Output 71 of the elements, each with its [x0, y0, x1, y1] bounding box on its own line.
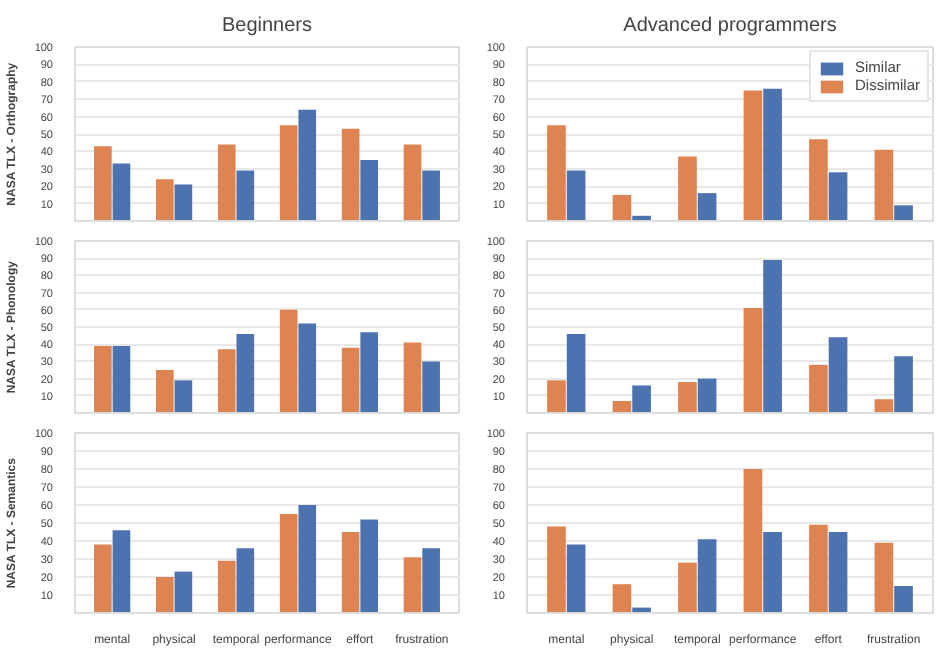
bar: [155, 370, 174, 413]
chart-title: Advanced programmers: [623, 15, 837, 37]
bar: [341, 128, 360, 221]
bar: [828, 172, 848, 221]
bar: [566, 544, 586, 613]
bar: [894, 205, 913, 221]
bar: [763, 88, 782, 221]
bar: [94, 345, 112, 413]
bar: [279, 125, 298, 221]
bar: [547, 380, 566, 413]
bar: [566, 170, 586, 221]
bar: [94, 544, 112, 613]
bar: [112, 345, 131, 413]
bar: [403, 144, 422, 221]
bar: [874, 399, 894, 413]
bar: [360, 160, 379, 221]
bar: [236, 548, 255, 613]
bar: [422, 548, 440, 613]
bar: [298, 109, 317, 221]
bar: [298, 505, 317, 613]
bar: [743, 308, 763, 413]
bar: [547, 526, 566, 613]
bar: [94, 146, 112, 221]
bar: [763, 532, 782, 613]
bar: [360, 519, 379, 613]
bar: [828, 532, 848, 613]
bar: [422, 170, 440, 221]
bar: [279, 514, 298, 613]
bar: [697, 539, 717, 613]
bar: [697, 378, 717, 413]
bar: [112, 530, 131, 613]
bar: [809, 364, 828, 413]
bar: [612, 584, 632, 613]
bar: [360, 332, 379, 413]
bar: [174, 184, 193, 221]
bar: [217, 560, 236, 613]
bar: [894, 356, 913, 413]
bar: [422, 361, 440, 413]
bar: [217, 349, 236, 413]
bar: [678, 562, 697, 613]
chart-title: Beginners: [221, 15, 313, 37]
bar: [298, 323, 317, 413]
bar: [809, 524, 828, 613]
bar: [874, 149, 894, 221]
bar: [403, 557, 422, 613]
bar: [279, 309, 298, 413]
bar: [743, 469, 763, 613]
bar: [566, 333, 586, 413]
bar: [894, 586, 913, 613]
bar: [809, 139, 828, 221]
bar: [155, 577, 174, 613]
bar: [697, 193, 717, 221]
bar: [112, 163, 131, 221]
bar: [874, 542, 894, 613]
bar: [403, 342, 422, 413]
bar: [236, 170, 255, 221]
bar: [828, 337, 848, 413]
bar: [547, 125, 566, 221]
bar: [341, 532, 360, 613]
bar: [678, 382, 697, 413]
bar: [341, 347, 360, 413]
bar: [763, 259, 782, 413]
bar: [678, 156, 697, 221]
bar: [174, 380, 193, 413]
bar: [217, 144, 236, 221]
bar: [236, 333, 255, 413]
bar: [155, 179, 174, 221]
bar: [632, 385, 651, 413]
bar: [743, 90, 763, 221]
bar: [612, 194, 632, 221]
bar: [174, 571, 193, 613]
